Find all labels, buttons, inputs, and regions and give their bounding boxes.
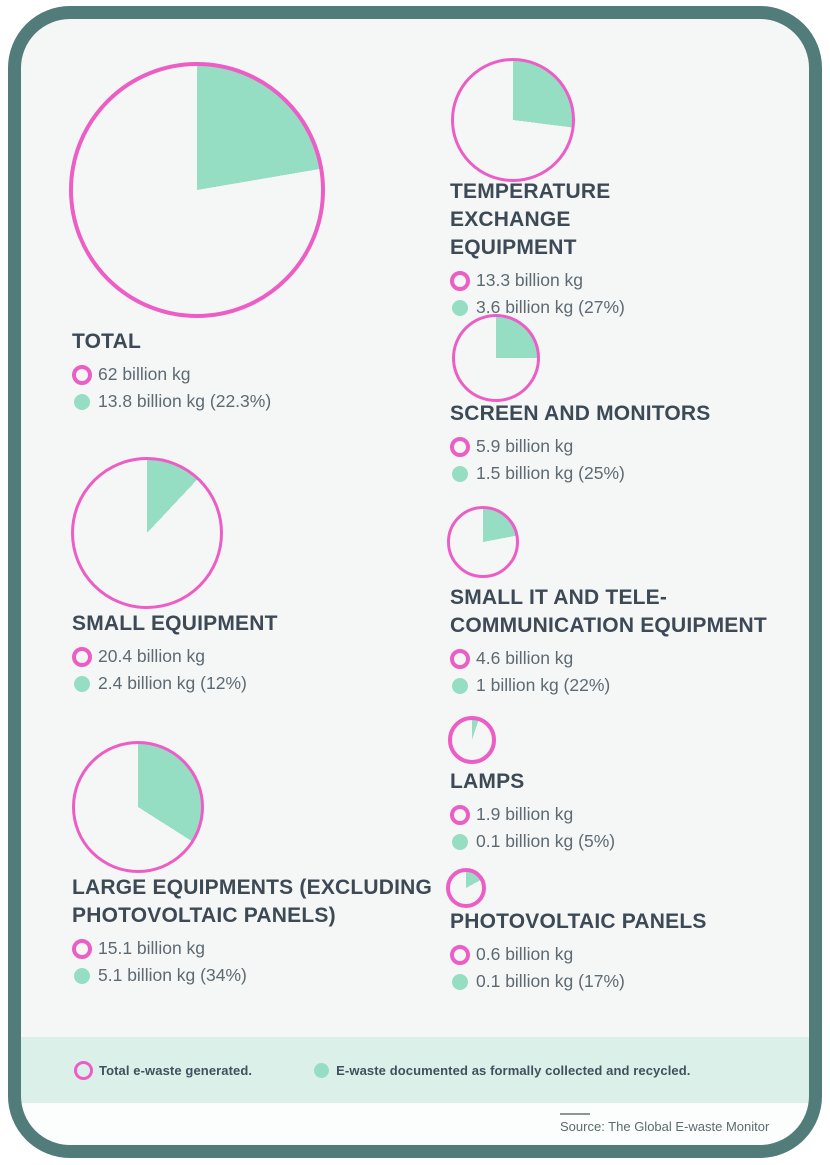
generated-row: 0.6 billion kg — [450, 941, 780, 968]
recycled-value: 3.6 billion kg (27%) — [476, 297, 625, 317]
recycled-value: 1.5 billion kg (25%) — [476, 463, 625, 483]
pie-temperature-exchange — [451, 58, 575, 182]
recycled-row: 1.5 billion kg (25%) — [450, 460, 780, 487]
category-block-temperature-exchange: TEMPERATURE EXCHANGE EQUIPMENT 13.3 bill… — [450, 178, 750, 321]
generated-ring-icon — [450, 436, 470, 457]
pie-screen-and-monitors — [452, 314, 540, 402]
recycled-value: 13.8 billion kg (22.3%) — [98, 391, 272, 411]
recycled-value: 5.1 billion kg (34%) — [98, 965, 247, 985]
category-block-screen-and-monitors: SCREEN AND MONITORS 5.9 billion kg 1.5 b… — [450, 400, 780, 487]
recycled-row: 13.8 billion kg (22.3%) — [72, 388, 402, 415]
legend-recycled-label: E-waste documented as formally collected… — [336, 1062, 691, 1078]
recycled-row: 3.6 billion kg (27%) — [450, 294, 750, 321]
generated-row: 20.4 billion kg — [72, 643, 402, 670]
legend-item-generated: Total e-waste generated. — [74, 1060, 253, 1080]
recycled-dot-icon — [314, 1062, 330, 1078]
generated-value: 20.4 billion kg — [98, 646, 206, 666]
generated-ring-icon — [450, 270, 470, 291]
category-block-photovoltaic-panels: PHOTOVOLTAIC PANELS 0.6 billion kg 0.1 b… — [450, 908, 780, 995]
pie-total — [69, 62, 325, 318]
category-title: SCREEN AND MONITORS — [450, 402, 711, 425]
recycled-dot-icon — [74, 967, 90, 984]
generated-row: 62 billion kg — [72, 361, 402, 388]
pie-small-equipment — [71, 457, 223, 609]
legend-generated-label: Total e-waste generated. — [99, 1062, 253, 1078]
recycled-dot-icon — [452, 465, 468, 482]
generated-value: 5.9 billion kg — [476, 436, 574, 456]
legend-item-recycled: E-waste documented as formally collected… — [314, 1062, 691, 1078]
generated-ring-icon — [450, 944, 470, 965]
recycled-row: 2.4 billion kg (12%) — [72, 670, 402, 697]
generated-ring-icon — [450, 648, 470, 669]
source-divider — [560, 1113, 590, 1115]
category-block-total: TOTAL 62 billion kg 13.8 billion kg (22.… — [72, 328, 402, 415]
recycled-value: 0.1 billion kg (17%) — [476, 971, 625, 991]
recycled-dot-icon — [74, 675, 90, 692]
recycled-value: 1 billion kg (22%) — [476, 675, 611, 695]
generated-ring-icon — [72, 646, 92, 667]
category-title: LARGE EQUIPMENTS (EXCLUDING PHOTOVOLTAIC… — [72, 876, 433, 927]
pie-lamps — [448, 716, 496, 764]
generated-ring-icon — [450, 804, 470, 825]
generated-ring-icon — [72, 938, 92, 959]
pie-large-equipments — [72, 741, 204, 873]
source-attribution: Source: The Global E-waste Monitor — [560, 1119, 770, 1134]
generated-ring-icon — [74, 1060, 93, 1080]
recycled-dot-icon — [452, 299, 468, 316]
category-title: SMALL EQUIPMENT — [72, 612, 278, 635]
recycled-dot-icon — [452, 973, 468, 990]
recycled-row: 0.1 billion kg (5%) — [450, 828, 750, 855]
category-title: PHOTOVOLTAIC PANELS — [450, 910, 707, 933]
generated-value: 0.6 billion kg — [476, 944, 574, 964]
recycled-dot-icon — [74, 393, 90, 410]
pie-small-it-telecommunication — [447, 506, 519, 578]
category-title: TEMPERATURE EXCHANGE EQUIPMENT — [450, 180, 611, 259]
category-title: LAMPS — [450, 770, 525, 793]
category-block-small-equipment: SMALL EQUIPMENT 20.4 billion kg 2.4 bill… — [72, 610, 402, 697]
generated-value: 13.3 billion kg — [476, 270, 584, 290]
generated-value: 15.1 billion kg — [98, 938, 206, 958]
recycled-dot-icon — [452, 677, 468, 694]
generated-row: 13.3 billion kg — [450, 267, 750, 294]
generated-value: 4.6 billion kg — [476, 648, 574, 668]
recycled-value: 2.4 billion kg (12%) — [98, 673, 247, 693]
recycled-value: 0.1 billion kg (5%) — [476, 831, 616, 851]
generated-ring-icon — [72, 364, 92, 385]
recycled-row: 5.1 billion kg (34%) — [72, 962, 446, 989]
category-block-small-it-telecommunication: SMALL IT AND TELE-COMMUNICATION EQUIPMEN… — [450, 584, 784, 699]
recycled-row: 1 billion kg (22%) — [450, 672, 784, 699]
pie-photovoltaic-panels — [446, 868, 486, 908]
generated-value: 62 billion kg — [98, 364, 191, 384]
category-block-lamps: LAMPS 1.9 billion kg 0.1 billion kg (5%) — [450, 768, 750, 855]
recycled-row: 0.1 billion kg (17%) — [450, 968, 780, 995]
infographic-panel: TOTAL 62 billion kg 13.8 billion kg (22.… — [8, 6, 822, 1158]
category-block-large-equipments: LARGE EQUIPMENTS (EXCLUDING PHOTOVOLTAIC… — [72, 874, 446, 989]
generated-row: 15.1 billion kg — [72, 935, 446, 962]
generated-row: 1.9 billion kg — [450, 801, 750, 828]
recycled-dot-icon — [452, 833, 468, 850]
generated-row: 4.6 billion kg — [450, 645, 784, 672]
generated-row: 5.9 billion kg — [450, 433, 780, 460]
category-title: SMALL IT AND TELE-COMMUNICATION EQUIPMEN… — [450, 586, 767, 637]
generated-value: 1.9 billion kg — [476, 804, 574, 824]
category-title: TOTAL — [72, 330, 142, 353]
legend-strip: Total e-waste generated. E-waste documen… — [8, 1037, 822, 1103]
